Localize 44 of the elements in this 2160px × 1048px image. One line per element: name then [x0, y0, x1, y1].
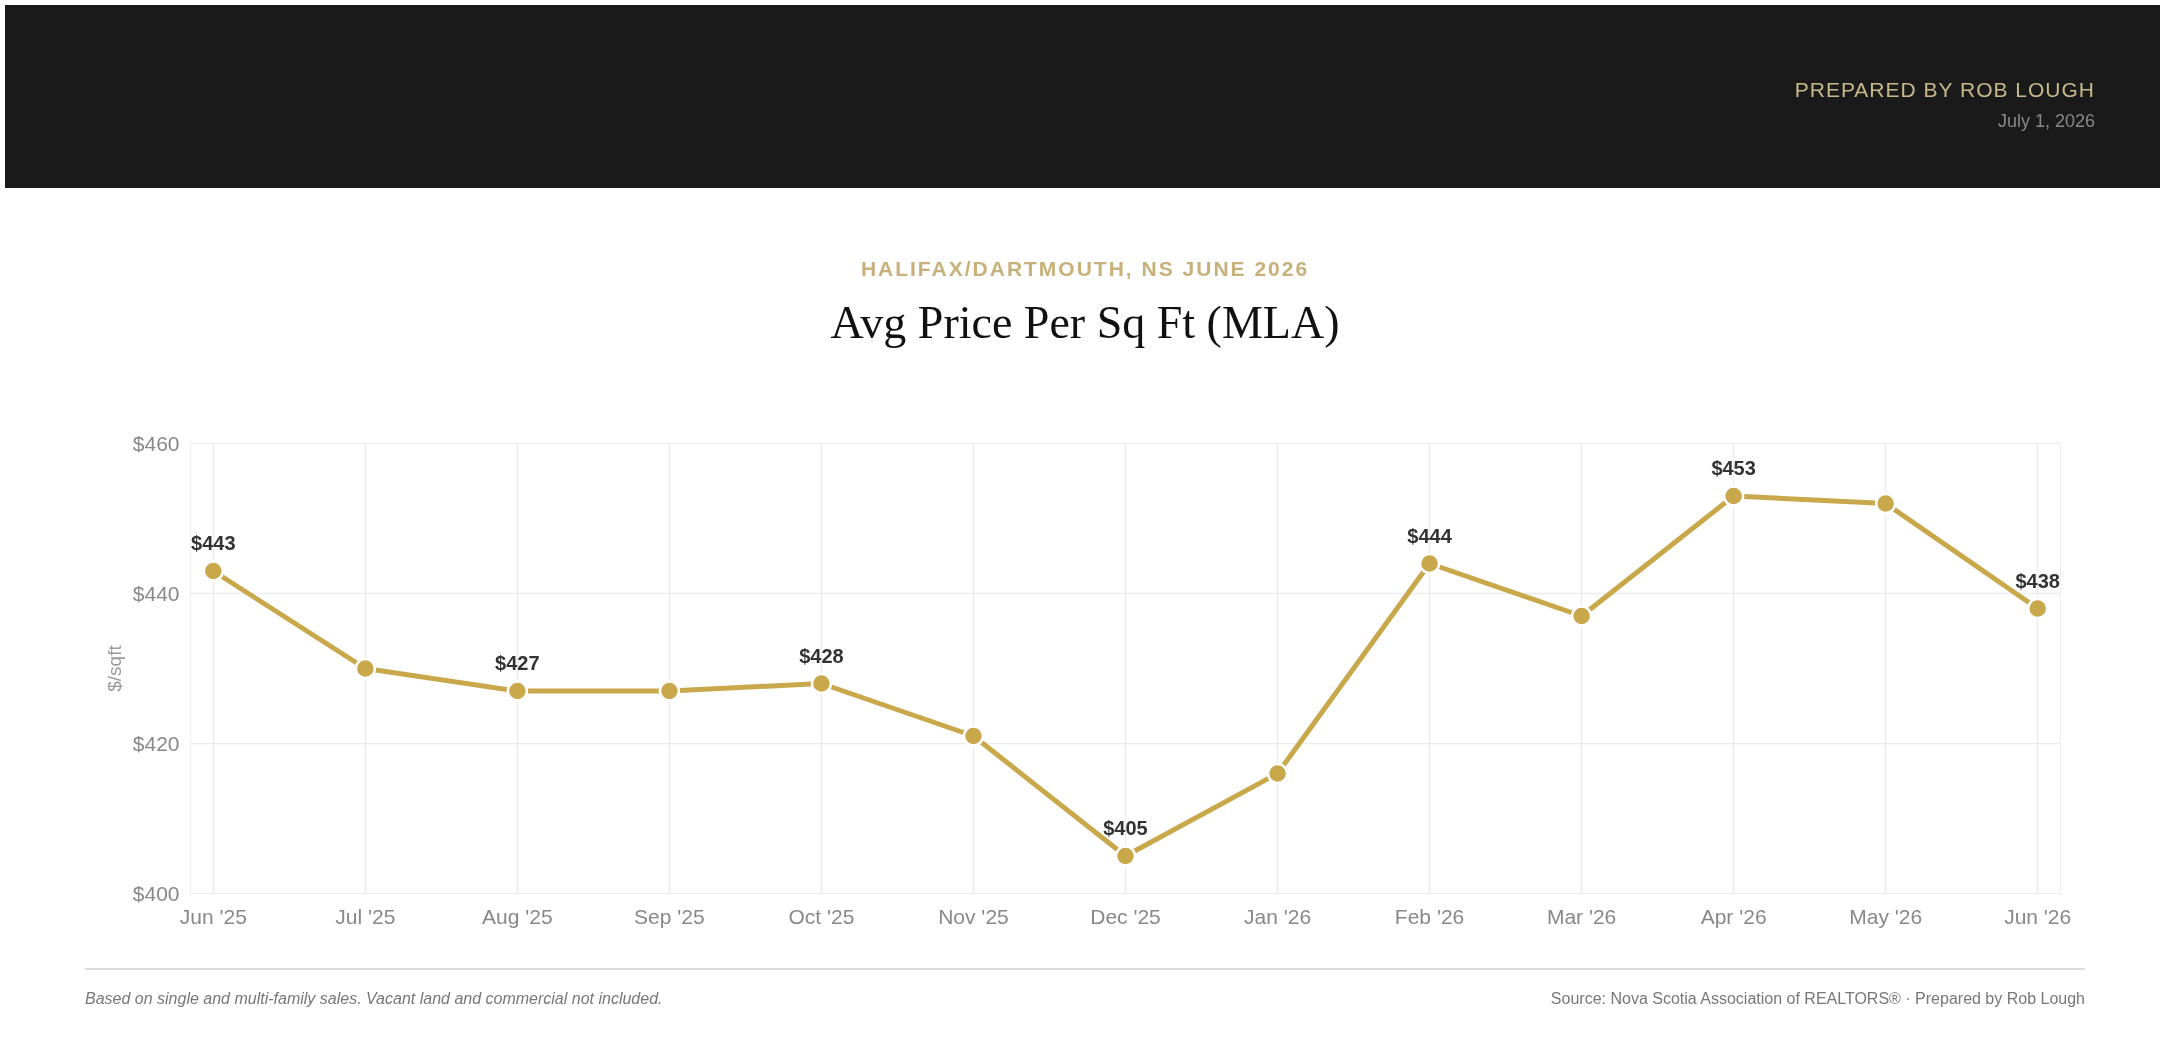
chart-title: Avg Price Per Sq Ft (MLA) [829, 296, 1341, 350]
point [1114, 845, 1137, 867]
data-label: $453 [1711, 457, 1756, 479]
data-label: $444 [1407, 524, 1453, 547]
data-label: $405 [1103, 817, 1148, 839]
point [658, 680, 681, 702]
source-note: Source: Nova Scotia Association of REALTORS® · Prepared by Rob Lough [1550, 989, 2085, 1009]
x-tick-label: Jun '25 [179, 904, 247, 928]
x-tick-label: Jul '25 [335, 904, 396, 928]
x-tick-label: Jun '26 [2004, 904, 2072, 928]
point [2026, 597, 2049, 620]
point [202, 560, 225, 582]
data-label: $428 [799, 644, 844, 667]
x-tick-label: Sep '25 [634, 904, 705, 928]
x-tick-label: Apr '26 [1700, 904, 1767, 928]
y-axis-title: $/sqft [103, 644, 125, 692]
y-tick-label: $440 [132, 582, 180, 605]
x-tick-label: Aug '25 [482, 904, 553, 928]
x-tick-label: May '26 [1849, 904, 1923, 928]
point [1874, 492, 1897, 515]
point [1570, 605, 1593, 627]
point [506, 680, 529, 702]
point [962, 725, 985, 747]
point [1266, 762, 1289, 785]
point [810, 672, 833, 695]
point [354, 657, 377, 680]
y-tick-label: $420 [132, 732, 180, 755]
x-tick-label: Mar '26 [1546, 904, 1617, 928]
point [1722, 485, 1745, 507]
data-label: $443 [191, 532, 236, 554]
x-tick-label: Nov '25 [938, 904, 1009, 928]
y-tick-label: $400 [132, 882, 180, 905]
x-tick-label: Oct '25 [788, 904, 855, 928]
point [1418, 552, 1441, 575]
chart-subtitle: HALIFAX/DARTMOUTH, NS JUNE 2026 [859, 256, 1311, 282]
text: July 1, 2026 [1996, 110, 2095, 133]
data-label: $438 [2015, 569, 2060, 592]
x-tick-label: Jan '26 [1244, 904, 1312, 928]
data-label: $427 [495, 652, 540, 674]
text: Based on single and multi-family sales. Vacant land and commercial not included. [85, 989, 663, 1009]
x-tick-label: Dec '25 [1090, 904, 1161, 928]
y-tick-label: $460 [132, 432, 180, 455]
x-tick-label: Feb '26 [1394, 904, 1465, 928]
text: PREPARED BY ROB LOUGH [1794, 77, 2095, 103]
